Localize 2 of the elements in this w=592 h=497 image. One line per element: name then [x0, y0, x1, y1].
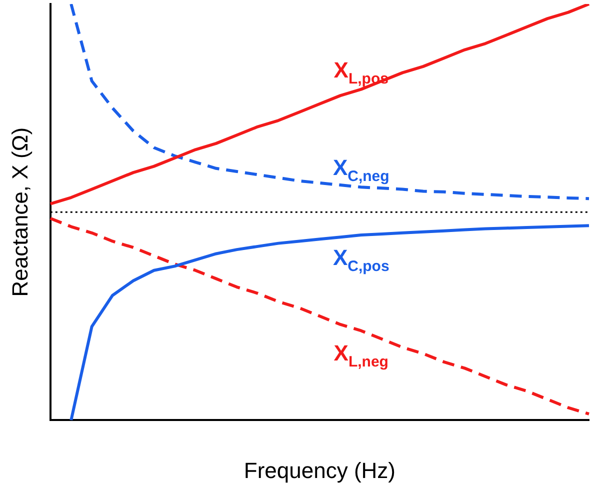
y-axis-title: Reactance, X (Ω) — [7, 127, 32, 297]
x-axis-title: Frequency (Hz) — [244, 458, 396, 483]
